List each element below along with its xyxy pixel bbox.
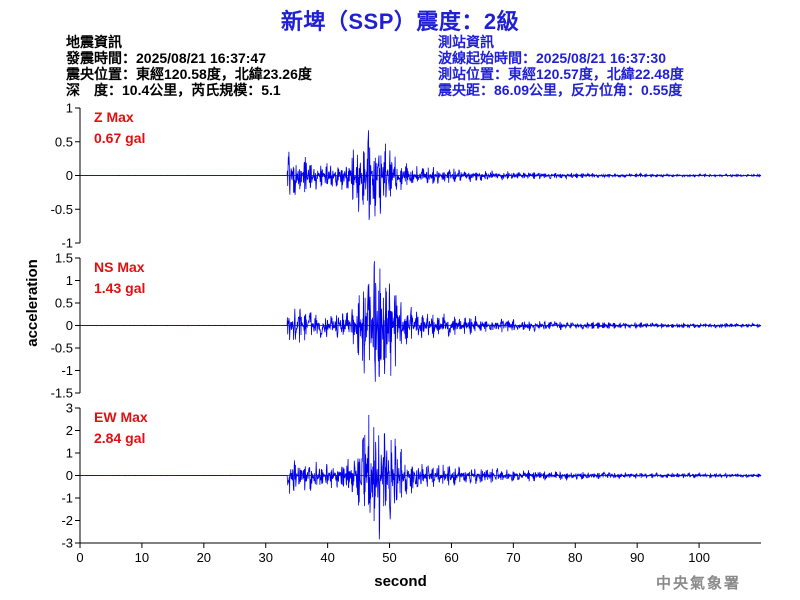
panel-ns-max-label: NS Max: [94, 259, 145, 275]
x-tick-label: 10: [135, 550, 149, 565]
station-info: 測站資訊 波線起始時間：2025/08/21 16:37:30 測站位置：東經1…: [438, 34, 684, 98]
y-axis-title: acceleration: [24, 259, 41, 347]
origin-time: 發震時間：2025/08/21 16:37:47: [66, 50, 266, 66]
panel-z-max-value: 0.67 gal: [94, 130, 145, 146]
y-tick-label: -1: [61, 363, 73, 378]
event-info-heading: 地震資訊: [66, 34, 122, 50]
event-info: 地震資訊 發震時間：2025/08/21 16:37:47 震央位置：東經120…: [66, 34, 312, 98]
y-tick-label: 1: [66, 101, 73, 116]
x-tick-label: 40: [320, 550, 334, 565]
y-tick-label: -0.5: [51, 202, 73, 217]
panel-ew-trace: [80, 414, 762, 540]
y-tick-label: 1: [66, 446, 73, 461]
x-tick-label: 50: [382, 550, 396, 565]
epicentral-distance: 震央距：86.09公里，反方位角：0.55度: [438, 82, 683, 98]
panel-z-max-label: Z Max: [94, 109, 134, 125]
x-tick-label: 0: [76, 550, 83, 565]
y-tick-label: -2: [61, 513, 73, 528]
x-axis-title: second: [374, 573, 427, 590]
y-tick-label: 0: [66, 168, 73, 183]
y-tick-label: -1: [61, 236, 73, 251]
y-tick-label: 1.5: [55, 251, 73, 266]
page-title: 新埤（SSP）震度：2級: [280, 9, 520, 34]
panel-ns-max-value: 1.43 gal: [94, 280, 145, 296]
y-tick-label: 2: [66, 423, 73, 438]
x-tick-label: 100: [688, 550, 710, 565]
x-tick-label: 30: [258, 550, 272, 565]
x-tick-label: 60: [444, 550, 458, 565]
y-tick-label: 0.5: [55, 134, 73, 149]
panel-ns-trace: [79, 261, 762, 382]
y-tick-label: 1: [66, 273, 73, 288]
y-tick-label: -1.5: [51, 386, 73, 401]
x-tick-label: 90: [630, 550, 644, 565]
panel-ew-max-value: 2.84 gal: [94, 430, 145, 446]
y-tick-label: 0: [66, 468, 73, 483]
station-info-heading: 測站資訊: [438, 34, 494, 50]
y-tick-label: -1: [61, 491, 73, 506]
y-tick-label: 0.5: [55, 296, 73, 311]
y-tick-label: 0: [66, 318, 73, 333]
x-tick-label: 70: [506, 550, 520, 565]
depth-magnitude: 深 度：10.4公里，芮氏規模：5.1: [66, 82, 281, 98]
station-location: 測站位置：東經120.57度，北緯22.48度: [438, 66, 684, 82]
wave-start-time: 波線起始時間：2025/08/21 16:37:30: [438, 50, 666, 66]
y-tick-label: -0.5: [51, 341, 73, 356]
y-tick-label: 3: [66, 401, 73, 416]
x-tick-label: 20: [197, 550, 211, 565]
panel-ew-max-label: EW Max: [94, 409, 148, 425]
x-tick-label: 80: [568, 550, 582, 565]
y-tick-label: -3: [61, 536, 73, 551]
agency-name: 中央氣象署: [656, 574, 742, 592]
epicenter: 震央位置：東經120.58度，北緯23.26度: [66, 66, 312, 82]
